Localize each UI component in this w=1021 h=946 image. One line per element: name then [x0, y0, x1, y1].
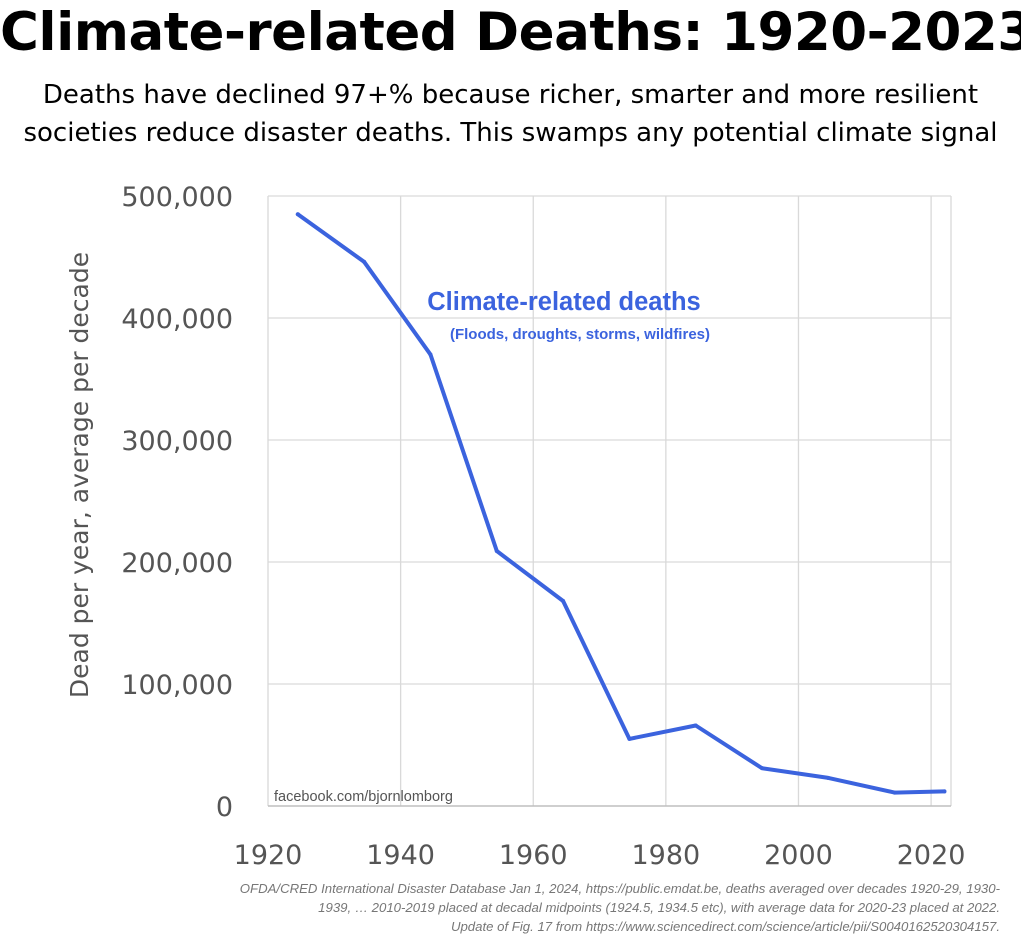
chart-grid [267, 195, 952, 806]
data-point [494, 549, 499, 554]
y-tick-label: 100,000 [121, 670, 233, 701]
data-point [760, 766, 765, 771]
data-point [627, 736, 632, 741]
source-footnote-line-3: Update of Fig. 17 from https://www.scien… [450, 919, 1000, 934]
subtitle-line-2: societies reduce disaster deaths. This s… [23, 118, 998, 148]
source-footnote-line-2: 1939, … 2010-2019 placed at decadal midp… [318, 900, 1000, 915]
page-title: Climate-related Deaths: 1920-2023 [0, 2, 1021, 63]
chart-axes: 0 100,000 200,000 300,000 400,000 500,000 1920… [121, 182, 965, 871]
y-tick-label: 400,000 [121, 304, 233, 335]
data-point [693, 723, 698, 728]
data-point [826, 775, 831, 780]
data-point [295, 212, 300, 217]
y-tick-label: 300,000 [121, 426, 233, 457]
series-annotation-label: Climate-related deaths [427, 288, 701, 316]
x-tick-label: 1940 [366, 840, 435, 871]
data-point [892, 790, 897, 795]
subtitle-line-1: Deaths have declined 97+% because richer… [42, 80, 979, 110]
x-tick-label: 2020 [897, 840, 966, 871]
data-point [362, 259, 367, 264]
source-footnote: OFDA/CRED International Disaster Databas… [40, 879, 1000, 936]
y-tick-label: 500,000 [121, 182, 233, 213]
watermark-credit: facebook.com/bjornlomborg [274, 789, 453, 805]
x-tick-label: 1980 [632, 840, 701, 871]
y-axis-label: Dead per year, average per decade [65, 252, 94, 698]
y-tick-label: 0 [216, 792, 233, 823]
data-point [428, 352, 433, 357]
x-tick-label: 1960 [499, 840, 568, 871]
x-tick-label: 2000 [764, 840, 833, 871]
chart-series [295, 212, 947, 795]
series-annotation-sublabel: (Floods, droughts, storms, wildfires) [450, 326, 710, 343]
data-point [942, 789, 947, 794]
x-tick-label: 1920 [234, 840, 303, 871]
source-footnote-line-1: OFDA/CRED International Disaster Databas… [239, 881, 1000, 896]
y-tick-label: 200,000 [121, 548, 233, 579]
data-point [561, 599, 566, 604]
